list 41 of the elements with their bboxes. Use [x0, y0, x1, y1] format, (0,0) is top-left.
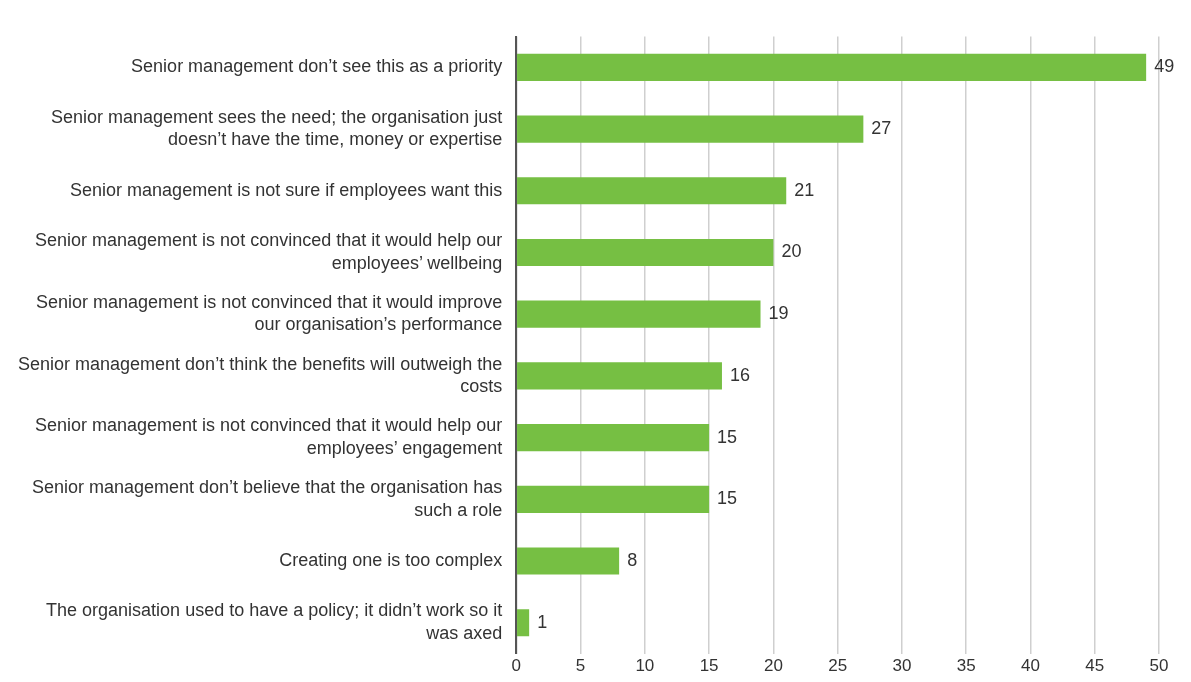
data-label: 19 [768, 303, 789, 324]
y-tick-label: Senior management don’t think the benefits will outweigh the costs [18, 353, 503, 397]
data-label: 27 [871, 118, 892, 139]
x-tick-label: 25 [828, 656, 848, 676]
x-tick-label: 10 [635, 656, 655, 676]
bar [517, 177, 787, 205]
x-tick-label: 5 [575, 656, 586, 676]
data-label: 49 [1154, 56, 1175, 77]
x-tick-label: 40 [1021, 656, 1040, 676]
data-label: 21 [794, 179, 815, 200]
data-label: 8 [627, 550, 638, 570]
x-tick-label: 45 [1085, 656, 1105, 676]
bar [517, 115, 864, 143]
y-tick-label: Senior management is not convinced that it would improve our organisation’s performance [36, 291, 503, 335]
bar [517, 362, 722, 390]
y-tick-label: Senior management is not convinced that it would help our employees’ wellbeing [35, 230, 503, 273]
x-tick-label: 15 [699, 656, 719, 676]
x-tick-label: 50 [1149, 656, 1169, 676]
bar [517, 547, 620, 575]
x-tick-label: 35 [956, 656, 976, 676]
data-label: 16 [729, 364, 750, 385]
y-tick-label: Senior management is not convinced that it would help our employees’ engagement [35, 415, 503, 458]
bar [517, 238, 774, 267]
bar [517, 424, 710, 452]
x-tick-label: 30 [892, 656, 912, 676]
bar [517, 609, 530, 637]
data-label: 15 [717, 488, 738, 509]
bar [517, 485, 710, 513]
x-tick-label: 0 [511, 656, 522, 676]
bar [517, 300, 761, 328]
data-label: 15 [717, 426, 738, 447]
y-tick-label: Senior management don’t see this as a priority [131, 56, 503, 77]
y-tick-label: Senior management don’t believe that the organisation has such a role [31, 477, 503, 520]
data-label: 20 [781, 241, 802, 262]
x-tick-label: 20 [763, 656, 783, 676]
data-label: 1 [537, 611, 548, 632]
y-tick-label: Creating one is too complex [279, 550, 503, 570]
bar [517, 53, 1147, 81]
y-tick-label: The organisation used to have a policy; it didn’t work so it was axed [46, 600, 503, 643]
y-tick-label: Senior management sees the need; the organisation just doesn’t have the time, money or expertise [51, 106, 503, 150]
y-tick-label: Senior management is not sure if employees want this [70, 179, 503, 200]
